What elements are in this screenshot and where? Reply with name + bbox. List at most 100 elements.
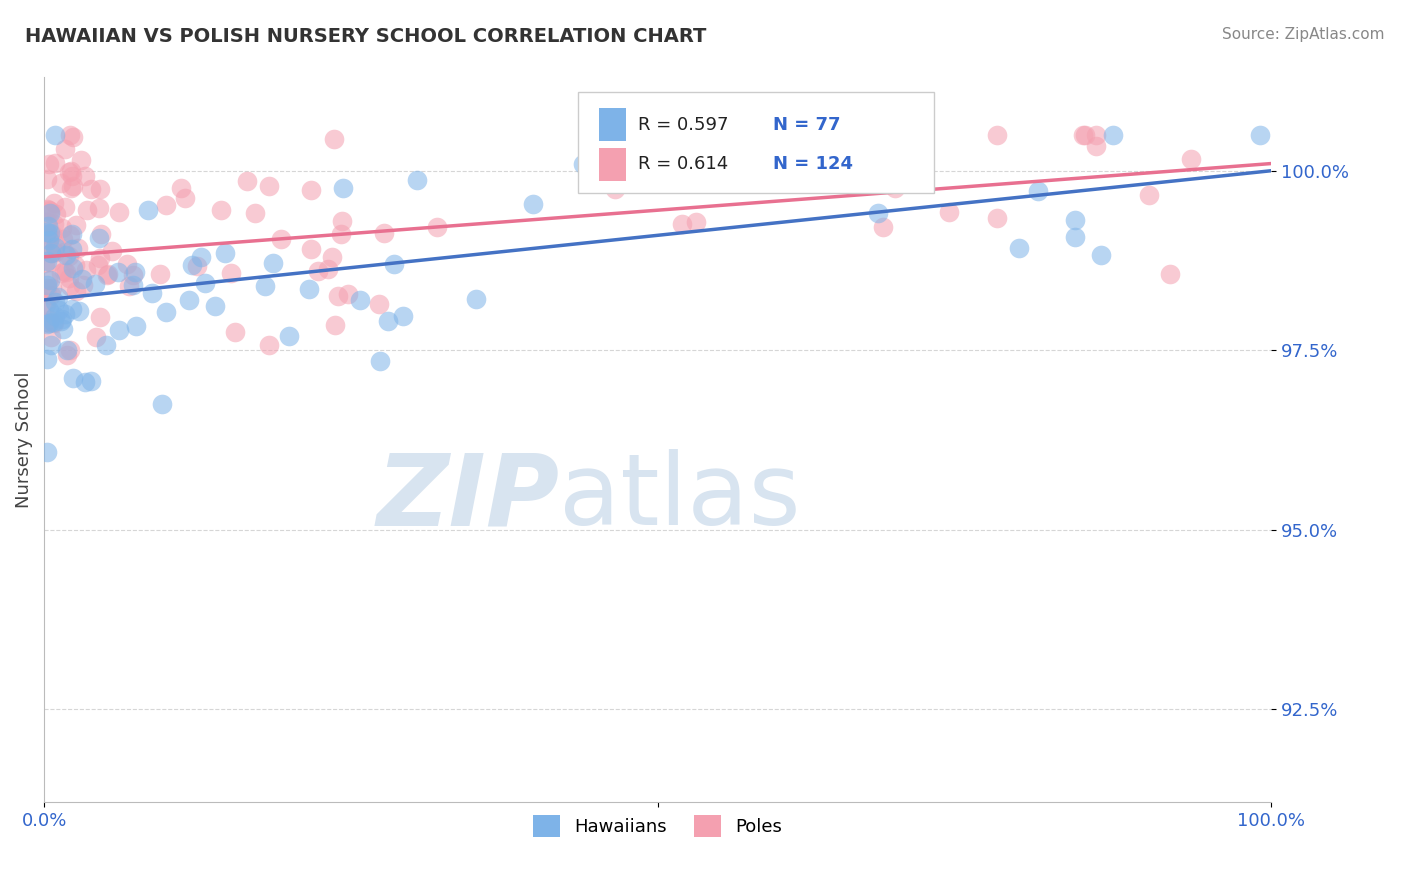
Point [883, 180, 905, 194]
Point [89, 310, 111, 324]
Point [107, 205, 129, 219]
Point [60, 242, 83, 256]
Point [62, 371, 84, 385]
Point [35, 202, 58, 217]
Point [39, 203, 62, 218]
Point [368, 297, 391, 311]
Point [115, 257, 138, 271]
Point [186, 259, 208, 273]
Point [298, 282, 321, 296]
Point [209, 202, 232, 217]
Point [44, 295, 66, 310]
Point [121, 277, 143, 292]
Point [83, 277, 105, 292]
Point [58, 249, 80, 263]
Point [35, 172, 58, 186]
Point [108, 323, 131, 337]
Point [44, 196, 66, 211]
Point [62, 261, 84, 276]
Point [73, 376, 96, 390]
Point [603, 182, 626, 196]
Point [37, 227, 59, 242]
Text: ZIP: ZIP [377, 450, 560, 546]
Point [685, 215, 707, 229]
Point [39, 246, 62, 260]
Point [986, 211, 1008, 225]
Point [671, 217, 693, 231]
Point [75, 263, 97, 277]
Point [53, 201, 76, 215]
Point [368, 353, 391, 368]
Point [257, 179, 280, 194]
Point [194, 276, 217, 290]
Point [392, 310, 415, 324]
Point [58, 271, 80, 285]
Point [48, 303, 70, 318]
Point [75, 169, 97, 183]
Point [41, 227, 63, 242]
Point [1249, 128, 1271, 142]
Point [270, 232, 292, 246]
Point [149, 268, 172, 282]
Point [1071, 128, 1094, 142]
Legend: Hawaiians, Poles: Hawaiians, Poles [526, 807, 790, 844]
Point [328, 289, 350, 303]
Point [150, 396, 173, 410]
Text: R = 0.597: R = 0.597 [638, 116, 728, 134]
Point [37, 273, 59, 287]
Point [94, 338, 117, 352]
Point [332, 181, 354, 195]
Point [35, 277, 58, 292]
Point [572, 157, 595, 171]
Text: Source: ZipAtlas.com: Source: ZipAtlas.com [1222, 27, 1385, 42]
Point [986, 128, 1008, 142]
Point [801, 147, 824, 161]
Point [1028, 184, 1050, 198]
Text: R = 0.614: R = 0.614 [638, 155, 728, 173]
Point [52, 245, 75, 260]
Point [79, 182, 101, 196]
Point [52, 232, 75, 246]
Point [1101, 128, 1123, 142]
Point [219, 267, 242, 281]
Point [44, 316, 66, 330]
Point [101, 244, 124, 258]
Point [426, 220, 449, 235]
Point [37, 219, 59, 234]
Point [66, 241, 89, 255]
Text: N = 77: N = 77 [773, 116, 841, 134]
Point [56, 348, 79, 362]
Point [69, 304, 91, 318]
Point [299, 183, 322, 197]
Point [34, 315, 56, 329]
Point [38, 316, 60, 330]
Point [39, 273, 62, 287]
Point [465, 292, 488, 306]
Point [243, 206, 266, 220]
Point [96, 268, 118, 282]
Point [39, 313, 62, 327]
Point [53, 142, 76, 156]
Point [373, 227, 395, 241]
Point [60, 302, 83, 317]
Point [89, 251, 111, 265]
Point [35, 445, 58, 459]
Point [34, 294, 56, 309]
Point [59, 278, 82, 293]
Point [382, 257, 405, 271]
Point [839, 150, 862, 164]
Point [87, 201, 110, 215]
Point [1090, 247, 1112, 261]
Point [84, 330, 107, 344]
Point [70, 153, 93, 167]
Point [1137, 187, 1160, 202]
Point [39, 337, 62, 351]
Point [214, 246, 236, 260]
Point [35, 296, 58, 310]
Point [1074, 128, 1097, 142]
Point [155, 197, 177, 211]
Point [190, 251, 212, 265]
Point [330, 214, 353, 228]
Point [224, 326, 246, 340]
Point [42, 217, 65, 231]
